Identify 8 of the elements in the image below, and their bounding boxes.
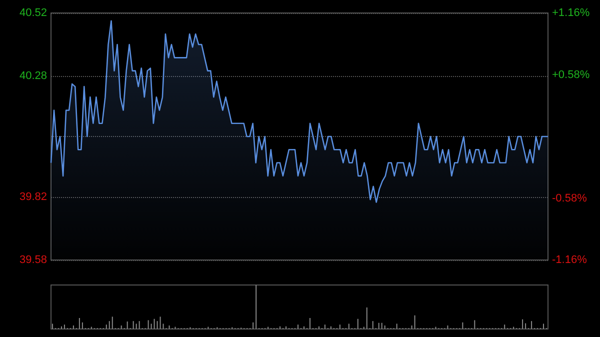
y-tick-label: 40.52 xyxy=(19,7,47,19)
y-tick-label: 40.28 xyxy=(19,70,47,82)
y2-tick-label: -1.16% xyxy=(552,254,588,266)
y2-tick-label: +0.58% xyxy=(552,68,590,81)
y-tick-label: 39.58 xyxy=(19,254,47,266)
y-tick-label: 39.82 xyxy=(19,190,47,203)
y2-tick-label: -0.58% xyxy=(552,192,588,204)
y2-tick-label: +1.16% xyxy=(552,7,590,19)
